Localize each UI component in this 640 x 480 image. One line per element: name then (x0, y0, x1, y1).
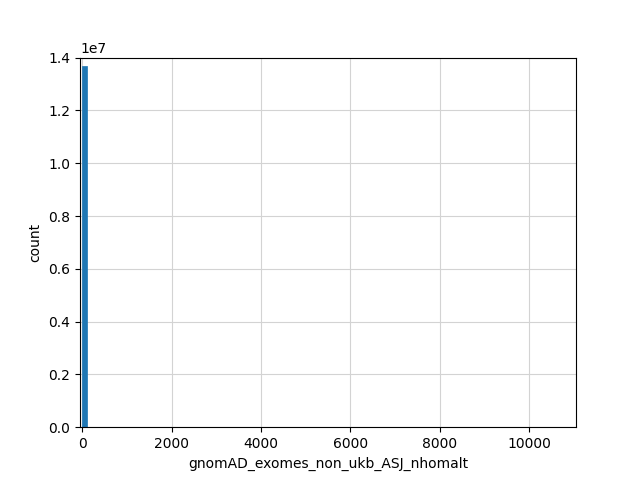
X-axis label: gnomAD_exomes_non_ukb_ASJ_nhomalt: gnomAD_exomes_non_ukb_ASJ_nhomalt (188, 456, 468, 470)
Y-axis label: count: count (29, 223, 43, 262)
Bar (83, 66, 87, 427)
